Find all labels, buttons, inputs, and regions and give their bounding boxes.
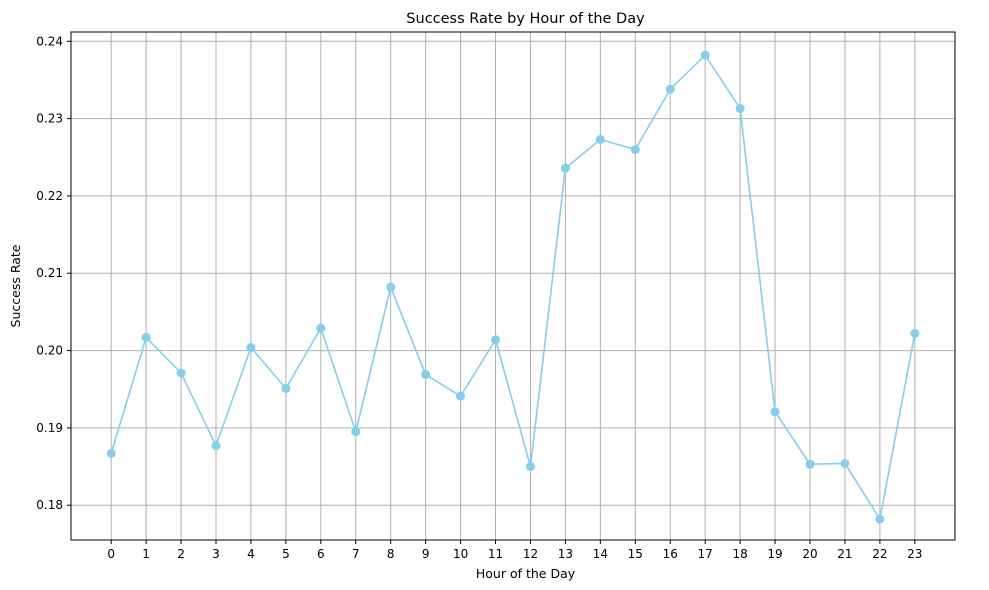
x-tick-label: 17	[698, 547, 713, 561]
data-point	[630, 145, 640, 155]
y-axis-label: Success Rate	[8, 244, 23, 327]
data-point	[386, 282, 396, 292]
x-tick-label: 23	[907, 547, 922, 561]
data-point	[735, 104, 745, 114]
x-tick-label: 13	[558, 547, 573, 561]
y-tick-label: 0.24	[36, 34, 63, 48]
data-point	[141, 332, 151, 342]
grid-lines	[71, 32, 955, 540]
x-tick-label: 21	[837, 547, 852, 561]
data-point	[525, 462, 535, 472]
x-tick-label: 2	[177, 547, 185, 561]
x-tick-label: 15	[628, 547, 643, 561]
data-point	[840, 458, 850, 468]
data-point	[421, 370, 431, 380]
data-point	[246, 342, 256, 352]
data-point	[456, 391, 466, 401]
data-point	[875, 514, 885, 524]
x-tick-label: 12	[523, 547, 538, 561]
y-tick-label: 0.19	[36, 421, 63, 435]
x-axis: 0 1 2 3 4 5 6 7 8 9 10 11 12 13 14 15 16 17 18 19 20 21 22 23	[107, 540, 922, 561]
plot-frame	[70, 31, 956, 541]
x-tick-label: 16	[663, 547, 678, 561]
data-point	[595, 134, 605, 144]
data-point	[491, 335, 501, 345]
x-axis-label: Hour of the Day	[476, 566, 576, 581]
data-point	[700, 50, 710, 60]
data-point	[176, 368, 186, 378]
data-series	[106, 50, 920, 524]
y-tick-label: 0.20	[36, 344, 63, 358]
y-tick-label: 0.18	[36, 498, 63, 512]
x-tick-label: 3	[212, 547, 220, 561]
x-tick-label: 14	[593, 547, 608, 561]
x-tick-label: 5	[282, 547, 290, 561]
x-tick-label: 19	[767, 547, 782, 561]
x-tick-label: 8	[387, 547, 395, 561]
y-tick-label: 0.21	[36, 266, 63, 280]
data-point	[106, 448, 116, 458]
chart-title: Success Rate by Hour of the Day	[406, 11, 645, 27]
x-tick-label: 22	[872, 547, 887, 561]
x-tick-label: 1	[142, 547, 150, 561]
x-tick-label: 0	[107, 547, 115, 561]
data-point	[770, 407, 780, 417]
x-tick-label: 18	[732, 547, 747, 561]
data-point	[665, 84, 675, 94]
x-tick-label: 4	[247, 547, 255, 561]
data-point	[910, 329, 920, 339]
data-point	[351, 427, 361, 437]
data-point	[281, 383, 291, 393]
x-tick-label: 10	[453, 547, 468, 561]
x-tick-label: 9	[422, 547, 430, 561]
data-point	[316, 323, 326, 333]
data-point	[560, 163, 570, 173]
y-tick-label: 0.23	[36, 112, 63, 126]
x-tick-label: 20	[802, 547, 817, 561]
y-axis: 0.18 0.19 0.20 0.21 0.22 0.23 0.24	[36, 34, 71, 512]
x-tick-label: 11	[488, 547, 503, 561]
data-point	[805, 459, 815, 469]
series-line	[110, 54, 916, 520]
data-point	[211, 441, 221, 451]
y-tick-label: 0.22	[36, 189, 63, 203]
x-tick-label: 6	[317, 547, 325, 561]
x-tick-label: 7	[352, 547, 360, 561]
